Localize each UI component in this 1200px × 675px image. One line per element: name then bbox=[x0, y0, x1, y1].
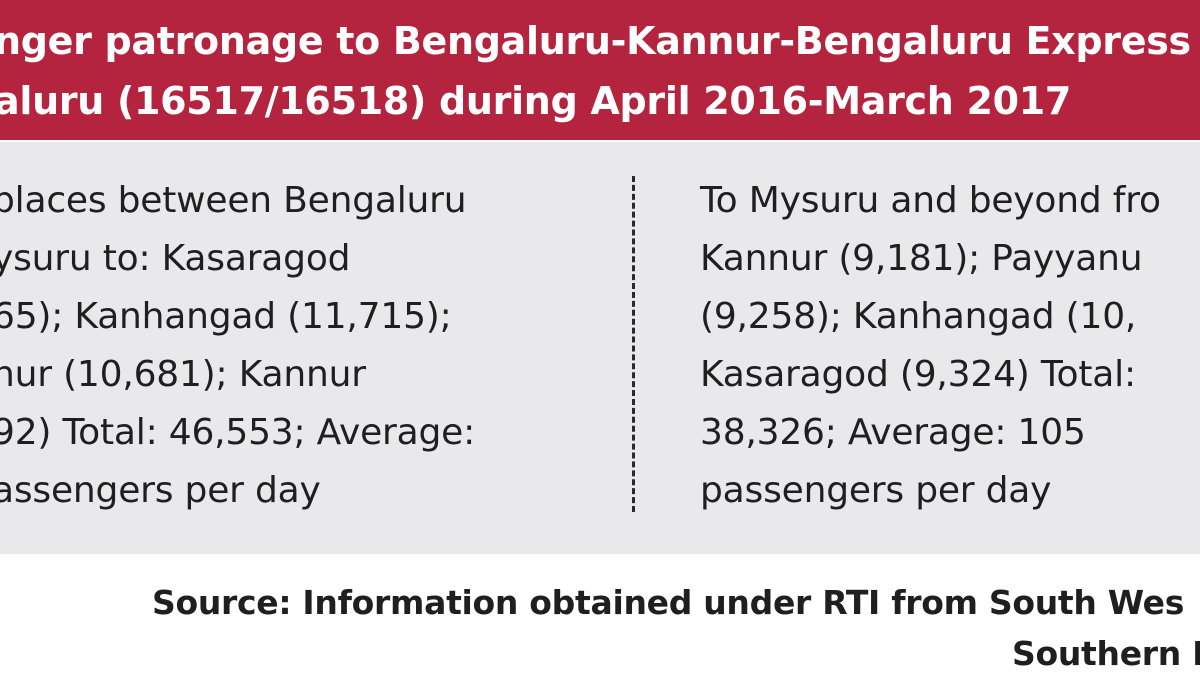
left-line-4: nur (10,681); Kannur bbox=[0, 354, 366, 395]
info-panel: places between Bengaluru ysuru to: Kasar… bbox=[0, 142, 1200, 554]
left-line-6: assengers per day bbox=[0, 470, 321, 511]
title-line-1: nger patronage to Bengaluru-Kannur-Benga… bbox=[0, 19, 1200, 63]
right-line-1: To Mysuru and beyond fro bbox=[700, 180, 1161, 221]
left-line-1: places between Bengaluru bbox=[0, 180, 467, 221]
left-column: places between Bengaluru ysuru to: Kasar… bbox=[0, 172, 475, 520]
right-column: To Mysuru and beyond fro Kannur (9,181);… bbox=[700, 172, 1161, 520]
right-line-4: Kasaragod (9,324) Total: bbox=[700, 354, 1136, 395]
title-banner: nger patronage to Bengaluru-Kannur-Benga… bbox=[0, 0, 1200, 140]
right-line-2: Kannur (9,181); Payyanu bbox=[700, 238, 1143, 279]
right-line-3: (9,258); Kanhangad (10, bbox=[700, 296, 1137, 337]
right-line-6: passengers per day bbox=[700, 470, 1052, 511]
left-line-2: ysuru to: Kasaragod bbox=[0, 238, 351, 279]
left-line-3: 65); Kanhangad (11,715); bbox=[0, 296, 452, 337]
column-divider bbox=[632, 176, 635, 512]
left-line-5: 92) Total: 46,553; Average: bbox=[0, 412, 476, 453]
source-line-2: Southern R bbox=[1012, 634, 1200, 673]
title-line-2: aluru (16517/16518) during April 2016-Ma… bbox=[0, 79, 1072, 123]
right-line-5: 38,326; Average: 105 bbox=[700, 412, 1086, 453]
source-line-1: Source: Information obtained under RTI f… bbox=[152, 583, 1185, 622]
